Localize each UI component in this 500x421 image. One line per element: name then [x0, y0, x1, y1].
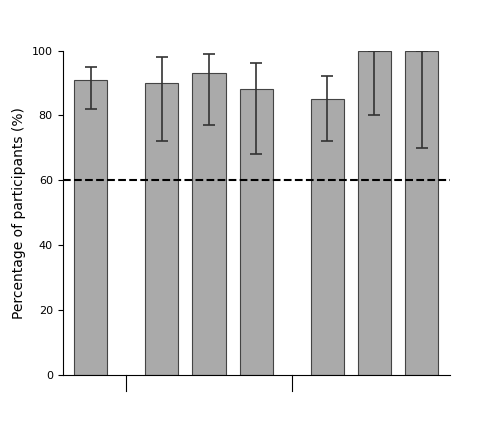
Bar: [358, 51, 391, 375]
Bar: [310, 99, 344, 375]
Y-axis label: Percentage of participants (%): Percentage of participants (%): [12, 107, 26, 319]
Bar: [74, 80, 108, 375]
Bar: [145, 83, 178, 375]
Bar: [405, 51, 438, 375]
Bar: [240, 89, 273, 375]
Bar: [192, 73, 226, 375]
